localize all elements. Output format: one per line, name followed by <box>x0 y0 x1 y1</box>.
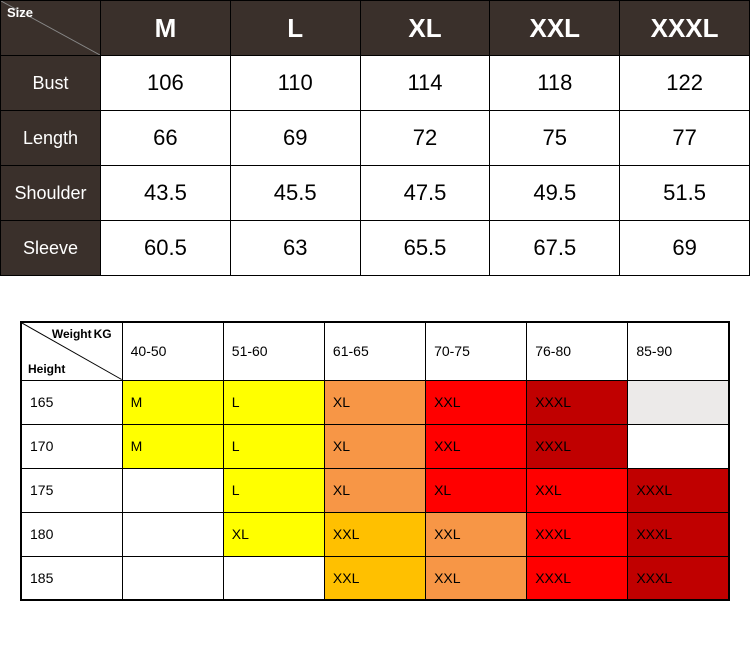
recommendation-cell: XL <box>426 468 527 512</box>
recommendation-cell: L <box>223 468 324 512</box>
recommendation-cell: XXXL <box>527 380 628 424</box>
recommendation-cell: XXL <box>527 468 628 512</box>
measurement-cell: 49.5 <box>490 166 620 221</box>
measurement-cell: 65.5 <box>360 221 490 276</box>
weight-axis-label: WeightKG <box>52 327 112 341</box>
recommendation-cell <box>122 468 223 512</box>
measurement-cell: 122 <box>620 56 750 111</box>
weight-col-header: 61-65 <box>324 322 425 380</box>
height-row-header: 170 <box>21 424 122 468</box>
recommendation-cell: XXL <box>324 512 425 556</box>
recommendation-cell: XXL <box>426 380 527 424</box>
recommendation-cell: L <box>223 424 324 468</box>
height-row-header: 165 <box>21 380 122 424</box>
recommendation-cell: XL <box>324 468 425 512</box>
recommendation-cell: XL <box>223 512 324 556</box>
measurement-row-header: Sleeve <box>1 221 101 276</box>
recommendation-cell: XXXL <box>628 556 729 600</box>
measurement-cell: 72 <box>360 111 490 166</box>
height-weight-corner: WeightKG Height <box>21 322 122 380</box>
recommendation-cell: XXL <box>426 556 527 600</box>
size-col-header: M <box>101 1 231 56</box>
measurement-cell: 75 <box>490 111 620 166</box>
height-axis-label: Height <box>28 362 65 376</box>
recommendation-cell: M <box>122 424 223 468</box>
recommendation-cell <box>122 512 223 556</box>
measurement-cell: 118 <box>490 56 620 111</box>
measurement-row-header: Length <box>1 111 101 166</box>
recommendation-cell: L <box>223 380 324 424</box>
recommendation-cell <box>223 556 324 600</box>
recommendation-cell: M <box>122 380 223 424</box>
size-col-header: XL <box>360 1 490 56</box>
recommendation-cell: XXL <box>426 512 527 556</box>
measurement-row-header: Bust <box>1 56 101 111</box>
weight-col-header: 76-80 <box>527 322 628 380</box>
recommendation-cell <box>122 556 223 600</box>
measurement-cell: 77 <box>620 111 750 166</box>
size-corner-cell: Size <box>1 1 101 56</box>
size-col-header: XXXL <box>620 1 750 56</box>
corner-label: Size <box>7 5 33 20</box>
measurement-cell: 110 <box>230 56 360 111</box>
size-recommendation-table: WeightKG Height 40-5051-6061-6570-7576-808… <box>20 321 730 601</box>
weight-col-header: 40-50 <box>122 322 223 380</box>
height-row-header: 185 <box>21 556 122 600</box>
height-row-header: 180 <box>21 512 122 556</box>
weight-col-header: 70-75 <box>426 322 527 380</box>
recommendation-cell: XXXL <box>527 512 628 556</box>
measurement-cell: 45.5 <box>230 166 360 221</box>
measurement-cell: 69 <box>620 221 750 276</box>
measurement-cell: 106 <box>101 56 231 111</box>
measurement-cell: 47.5 <box>360 166 490 221</box>
recommendation-cell: XXXL <box>628 468 729 512</box>
recommendation-cell: XL <box>324 424 425 468</box>
height-row-header: 175 <box>21 468 122 512</box>
size-col-header: XXL <box>490 1 620 56</box>
measurement-cell: 63 <box>230 221 360 276</box>
measurement-cell: 66 <box>101 111 231 166</box>
size-measurements-table: Size MLXLXXLXXXL Bust106110114118122 Length… <box>0 0 750 276</box>
measurement-cell: 51.5 <box>620 166 750 221</box>
measurement-cell: 60.5 <box>101 221 231 276</box>
size-col-header: L <box>230 1 360 56</box>
recommendation-cell: XXL <box>426 424 527 468</box>
measurement-cell: 114 <box>360 56 490 111</box>
recommendation-cell <box>628 424 729 468</box>
weight-col-header: 85-90 <box>628 322 729 380</box>
recommendation-cell: XL <box>324 380 425 424</box>
measurement-cell: 67.5 <box>490 221 620 276</box>
measurement-cell: 69 <box>230 111 360 166</box>
recommendation-cell: XXXL <box>628 512 729 556</box>
measurement-cell: 43.5 <box>101 166 231 221</box>
recommendation-cell <box>628 380 729 424</box>
recommendation-cell: XXL <box>324 556 425 600</box>
weight-col-header: 51-60 <box>223 322 324 380</box>
measurement-row-header: Shoulder <box>1 166 101 221</box>
recommendation-cell: XXXL <box>527 556 628 600</box>
recommendation-cell: XXXL <box>527 424 628 468</box>
